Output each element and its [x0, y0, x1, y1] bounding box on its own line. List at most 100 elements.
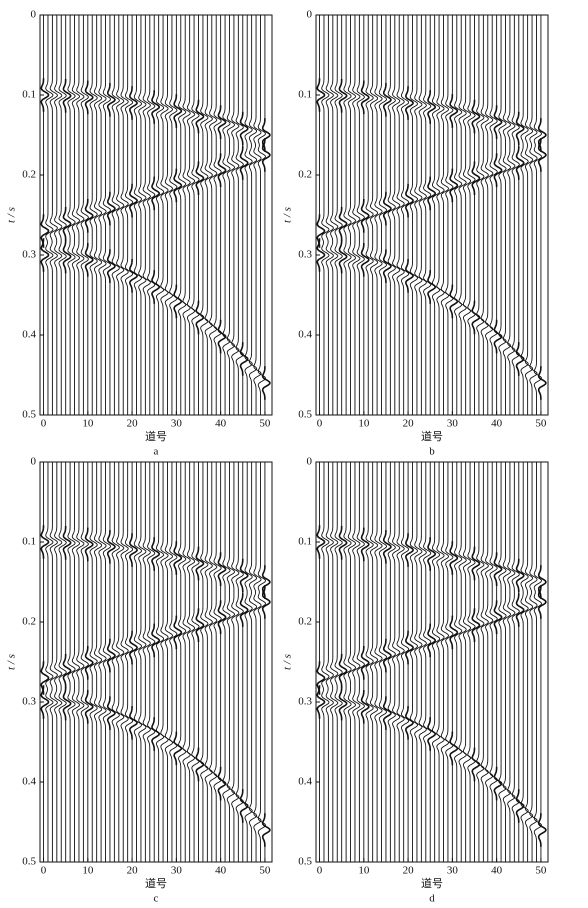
trace	[142, 462, 151, 862]
panel: 0 0.1 0.2 0.3 0.4 0.5 0 10 20 30 40 50 道号 d t / s	[282, 456, 549, 905]
event-wavelet	[338, 653, 348, 688]
caption: a	[154, 446, 159, 458]
trace	[409, 15, 418, 415]
event-wavelet	[427, 90, 436, 124]
event-wavelet	[62, 686, 72, 721]
trace	[383, 462, 392, 862]
trace	[325, 15, 334, 415]
event-wavelet	[217, 153, 227, 188]
x-tick-label: 10	[358, 418, 370, 430]
event-wavelet	[261, 813, 271, 847]
trace	[98, 462, 107, 862]
trace	[231, 462, 240, 862]
caption: b	[429, 446, 435, 458]
event-wavelet	[106, 249, 116, 283]
y-tick-label: 0.5	[22, 856, 36, 868]
event-wavelet	[195, 747, 205, 782]
event-wavelet	[338, 525, 348, 560]
event-wavelet	[405, 183, 414, 218]
trace	[129, 15, 138, 415]
event-wavelet	[360, 689, 370, 724]
trace	[209, 15, 218, 415]
event-wavelet	[195, 99, 205, 134]
event-wavelet	[449, 615, 459, 650]
trace	[454, 15, 463, 415]
y-tick-label: 0.2	[298, 616, 312, 628]
trace	[520, 462, 529, 862]
trace	[147, 15, 156, 415]
trace	[462, 462, 472, 862]
event-wavelet	[129, 183, 138, 218]
trace	[71, 15, 80, 415]
y-tick-label: 0.4	[22, 776, 36, 788]
event-wavelet	[129, 258, 138, 293]
trace	[498, 462, 507, 862]
event-wavelet	[173, 94, 183, 128]
trace	[257, 15, 266, 415]
event-wavelet	[62, 206, 72, 241]
x-tick-label: 20	[127, 418, 139, 430]
trace	[476, 15, 485, 415]
event-wavelet	[261, 366, 271, 400]
event-wavelet	[129, 86, 138, 120]
trace	[498, 15, 507, 415]
trace	[356, 462, 365, 862]
event-wavelet	[405, 705, 414, 740]
trace	[182, 15, 191, 415]
trace	[54, 462, 63, 862]
trace	[213, 15, 222, 415]
event-wavelet	[62, 653, 72, 688]
trace	[231, 15, 240, 415]
event-wavelet	[537, 138, 547, 172]
trace	[133, 15, 142, 415]
event-wavelet	[129, 630, 138, 665]
event-wavelet	[173, 284, 183, 319]
trace	[405, 462, 414, 862]
trace	[489, 15, 498, 415]
x-tick-label: 0	[41, 418, 47, 430]
trace	[102, 15, 111, 415]
event-wavelet	[405, 86, 414, 120]
trace	[178, 462, 187, 862]
trace	[538, 15, 547, 415]
event-wavelet	[217, 600, 227, 635]
x-tick-label: 10	[82, 865, 94, 877]
trace	[222, 462, 231, 862]
trace	[374, 15, 383, 415]
x-tick-label: 30	[447, 865, 459, 877]
event-wavelet	[106, 83, 116, 117]
y-tick-label: 0.4	[22, 329, 36, 341]
event-wavelet	[173, 541, 183, 575]
event-wavelet	[261, 565, 271, 599]
trace	[462, 15, 472, 415]
trace	[200, 15, 209, 415]
trace	[262, 462, 271, 862]
trace	[49, 15, 58, 415]
x-tick-label: 40	[215, 865, 227, 877]
y-tick-label: 0.1	[22, 89, 36, 101]
y-axis-label: t / s	[282, 654, 294, 670]
trace	[80, 462, 89, 862]
trace	[392, 15, 401, 415]
trace	[204, 15, 213, 415]
y-tick-label: 0	[307, 456, 313, 468]
trace	[365, 15, 374, 415]
event-wavelet	[493, 552, 503, 587]
x-tick-label: 30	[447, 418, 459, 430]
trace	[330, 462, 339, 862]
event-wavelet	[537, 366, 547, 400]
trace	[58, 462, 67, 862]
y-axis-label: t / s	[6, 654, 18, 670]
event-wavelet	[40, 238, 50, 272]
trace	[418, 462, 427, 862]
trace	[449, 15, 458, 415]
trace	[151, 462, 160, 862]
y-tick-label: 0.5	[298, 856, 312, 868]
trace	[164, 462, 173, 862]
y-tick-label: 0.2	[22, 169, 36, 181]
trace	[476, 462, 485, 862]
event-wavelet	[493, 153, 503, 188]
trace	[330, 15, 339, 415]
event-wavelet	[129, 533, 138, 567]
trace	[471, 462, 480, 862]
